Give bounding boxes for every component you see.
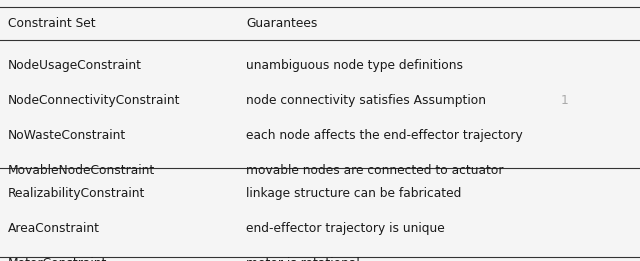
Text: movable nodes are connected to actuator: movable nodes are connected to actuator — [246, 164, 504, 177]
Text: MovableNodeConstraint: MovableNodeConstraint — [8, 164, 155, 177]
Text: Constraint Set: Constraint Set — [8, 17, 95, 30]
Text: NodeUsageConstraint: NodeUsageConstraint — [8, 59, 141, 72]
Text: RealizabilityConstraint: RealizabilityConstraint — [8, 187, 145, 200]
Text: Guarantees: Guarantees — [246, 17, 318, 30]
Text: each node affects the end-effector trajectory: each node affects the end-effector traje… — [246, 129, 523, 142]
Text: MotorConstraint: MotorConstraint — [8, 257, 107, 261]
Text: NodeConnectivityConstraint: NodeConnectivityConstraint — [8, 94, 180, 107]
Text: motor is rotational: motor is rotational — [246, 257, 360, 261]
Text: 1: 1 — [561, 94, 569, 107]
Text: NoWasteConstraint: NoWasteConstraint — [8, 129, 126, 142]
Text: linkage structure can be fabricated: linkage structure can be fabricated — [246, 187, 462, 200]
Text: unambiguous node type definitions: unambiguous node type definitions — [246, 59, 463, 72]
Text: node connectivity satisfies Assumption: node connectivity satisfies Assumption — [246, 94, 490, 107]
Text: end-effector trajectory is unique: end-effector trajectory is unique — [246, 222, 445, 235]
Text: AreaConstraint: AreaConstraint — [8, 222, 100, 235]
